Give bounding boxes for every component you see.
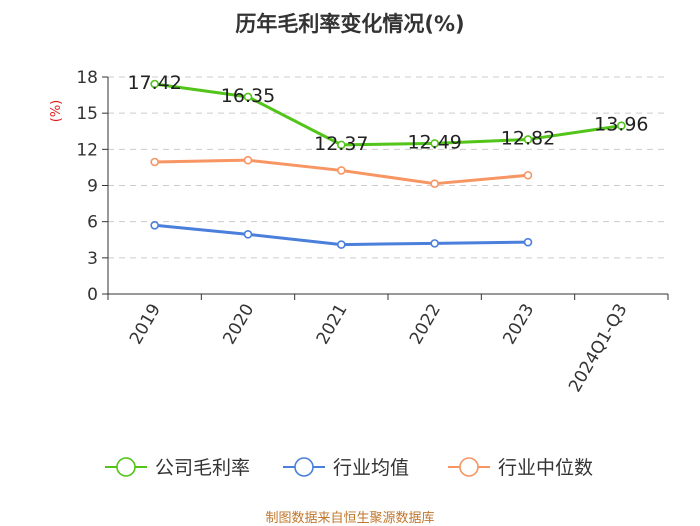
legend-item-2[interactable]: 行业中位数 bbox=[448, 457, 593, 479]
data-point bbox=[617, 121, 626, 131]
x-tick-label: 2024Q1-Q3 bbox=[565, 301, 632, 396]
data-point bbox=[150, 79, 159, 89]
legend-label: 行业中位数 bbox=[498, 457, 593, 479]
data-point bbox=[430, 239, 439, 248]
data-label: 12.49 bbox=[407, 131, 461, 153]
y-tick-label: 0 bbox=[87, 285, 98, 305]
legend-item-1[interactable]: 行业均值 bbox=[283, 457, 409, 479]
source-note: 制图数据来自恒生聚源数据库 bbox=[265, 511, 435, 526]
data-label: 17.42 bbox=[127, 72, 181, 94]
data-point bbox=[243, 155, 253, 165]
data-label: 16.35 bbox=[221, 85, 275, 107]
legend-label: 行业均值 bbox=[333, 457, 409, 479]
legend-marker bbox=[459, 457, 479, 477]
data-point bbox=[430, 179, 439, 188]
data-label: 12.82 bbox=[501, 127, 555, 149]
legend-marker bbox=[116, 457, 136, 477]
y-tick-label: 18 bbox=[76, 68, 98, 88]
x-tick-label: 2022 bbox=[406, 301, 445, 348]
chart-title: 历年毛利率变化情况(%) bbox=[235, 12, 465, 36]
y-tick-label: 9 bbox=[87, 177, 98, 197]
data-point bbox=[337, 140, 346, 150]
data-label: 12.37 bbox=[314, 133, 368, 155]
y-tick-label: 6 bbox=[87, 213, 98, 233]
y-tick-label: 12 bbox=[76, 140, 98, 160]
legend-marker bbox=[294, 457, 314, 477]
y-axis-label: (%) bbox=[49, 100, 64, 123]
y-tick-label: 3 bbox=[87, 249, 98, 269]
data-point bbox=[150, 220, 159, 230]
data-point bbox=[150, 157, 159, 167]
x-tick-label: 2021 bbox=[313, 301, 352, 348]
data-label: 13.96 bbox=[594, 114, 648, 136]
data-point bbox=[430, 139, 439, 148]
series-line-0 bbox=[154, 82, 622, 147]
data-point bbox=[243, 92, 253, 102]
data-point bbox=[523, 135, 533, 144]
data-point bbox=[337, 240, 346, 249]
data-point bbox=[337, 166, 346, 175]
data-point bbox=[523, 237, 533, 247]
x-tick-label: 2019 bbox=[126, 301, 165, 348]
data-point bbox=[243, 230, 253, 239]
data-point bbox=[523, 170, 533, 180]
x-tick-label: 2020 bbox=[219, 301, 258, 348]
x-tick-label: 2023 bbox=[499, 301, 538, 348]
y-tick-label: 15 bbox=[76, 104, 98, 124]
legend-label: 公司毛利率 bbox=[155, 457, 250, 479]
legend-item-0[interactable]: 公司毛利率 bbox=[105, 457, 250, 479]
